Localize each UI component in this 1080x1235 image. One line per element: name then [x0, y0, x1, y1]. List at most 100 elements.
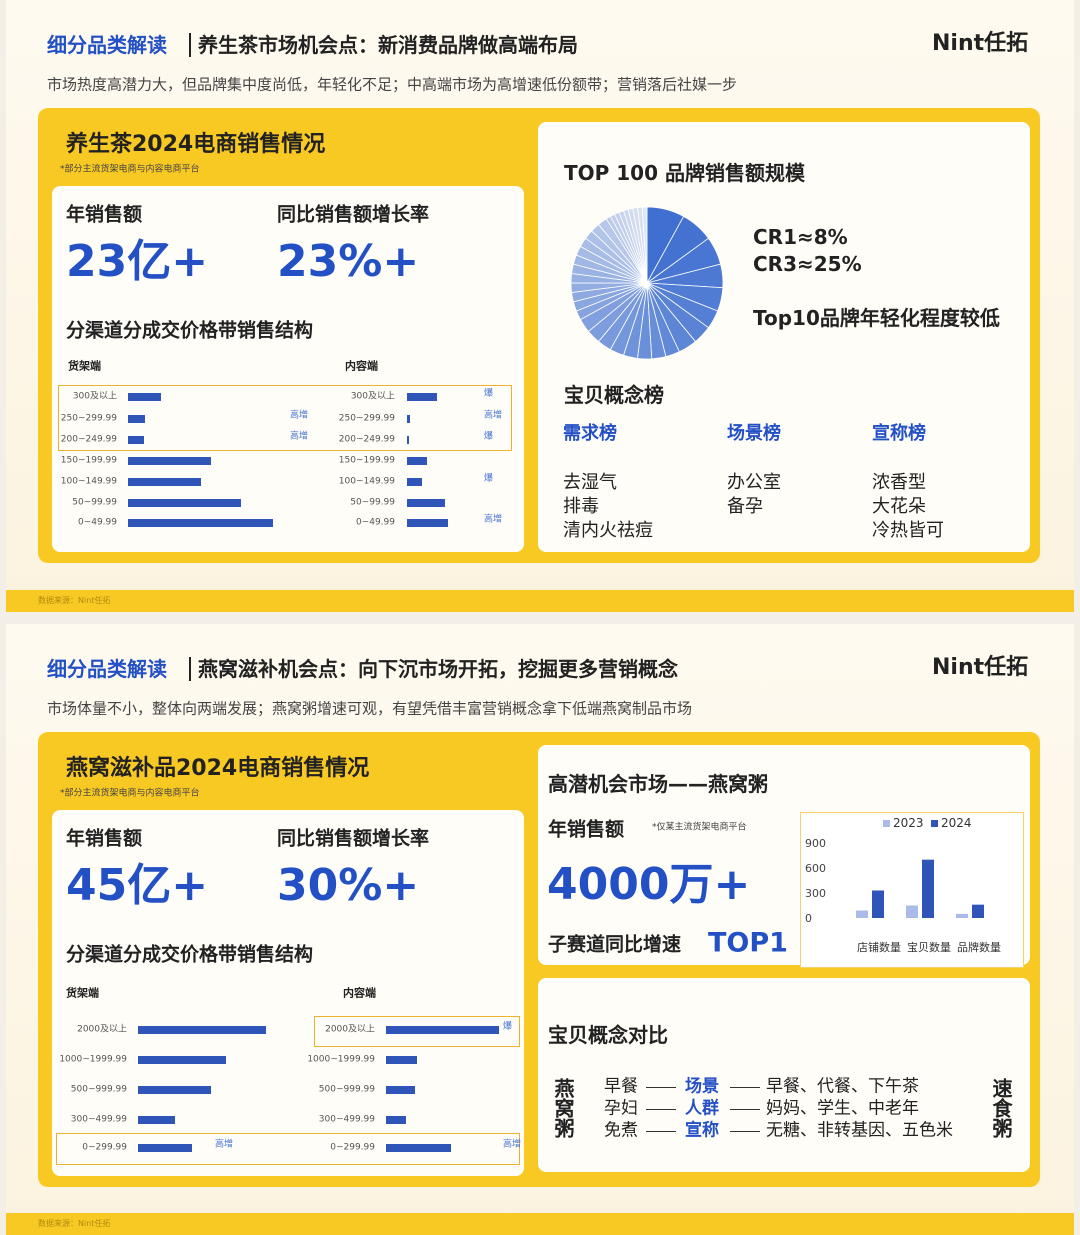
left-card: [52, 186, 524, 552]
bar: [138, 1056, 227, 1064]
metric-value: 30%+: [277, 860, 420, 911]
price-band-label: 250~299.99: [338, 413, 395, 424]
list-item: 去湿气: [563, 472, 617, 493]
price-band-label: 300~499.99: [70, 1114, 127, 1125]
dash: [730, 1087, 760, 1088]
list-item: 办公室: [727, 472, 781, 493]
bar: [128, 457, 211, 465]
price-band-label: 2000及以上: [77, 1024, 127, 1035]
compare-item: 早餐、代餐、下午茶: [766, 1076, 919, 1097]
price-band-label: 50~99.99: [72, 497, 117, 508]
dash: [646, 1109, 676, 1110]
price-band-label: 50~99.99: [350, 497, 395, 508]
y-tick-label: 300: [805, 887, 826, 900]
bar: [956, 913, 968, 918]
bar: [386, 1116, 407, 1124]
compare-item: 免煮: [604, 1120, 638, 1141]
price-band-label: 0~299.99: [330, 1142, 375, 1153]
compare-item: 孕妇: [604, 1098, 638, 1119]
channel-name: 货架端: [66, 986, 99, 1000]
price-band-label: 1000~1999.99: [59, 1054, 127, 1065]
pie-slice: [641, 206, 648, 284]
slide-title: 燕窝滋补机会点：向下沉市场开拓，挖掘更多营销概念: [198, 657, 678, 681]
highlight-box: [58, 385, 512, 451]
bar-annotation: 高增: [484, 410, 503, 421]
panel-heading: 燕窝滋补品2024电商销售情况: [66, 756, 370, 781]
compare-term: 宣称: [685, 1120, 719, 1141]
footer-source: 数据来源：Nint任拓: [38, 1219, 111, 1228]
bar: [407, 499, 445, 507]
price-band-label: 2000及以上: [325, 1024, 375, 1035]
pie-note: CR3≈25%: [753, 252, 862, 276]
pie-note: Top10品牌年轻化程度较低: [753, 306, 1000, 330]
compare-term: 人群: [685, 1098, 719, 1119]
chart-frame: [800, 812, 1024, 968]
compare-right: 速食粥: [989, 1078, 1013, 1138]
dash: [730, 1109, 760, 1110]
price-band-label: 0~49.99: [77, 517, 117, 528]
panel-heading: 养生茶2024电商销售情况: [66, 132, 326, 157]
bar: [128, 415, 146, 423]
bar: [138, 1116, 176, 1124]
pie-note: CR1≈8%: [753, 225, 848, 249]
legend-swatch: [931, 820, 938, 827]
bar: [386, 1144, 452, 1152]
list-header: 场景榜: [727, 423, 781, 444]
bar-annotation: 爆: [484, 473, 494, 484]
dash: [730, 1131, 760, 1132]
right-card: [538, 978, 1030, 1172]
sales-note: *仅某主流货架电商平台: [652, 822, 747, 833]
bar: [138, 1086, 211, 1094]
list-item: 清内火祛痘: [563, 520, 653, 541]
metric-value: 45亿+: [66, 860, 209, 911]
highlight-box: [314, 1016, 520, 1047]
slide-subtitle: 市场热度高潜力大，但品牌集中度尚低，年轻化不足；中高端市场为高增速低份额带；营销…: [47, 75, 738, 94]
list-item: 备孕: [727, 496, 763, 517]
bar-annotation: 爆: [503, 1021, 513, 1032]
bar: [128, 393, 162, 401]
bar: [407, 478, 422, 486]
bar: [972, 904, 984, 918]
price-band-label: 150~199.99: [338, 455, 395, 466]
legend-label: 2024: [941, 816, 972, 830]
metric-label: 年销售额: [66, 203, 143, 226]
sales-label: 年销售额: [548, 818, 625, 841]
channel-name: 内容端: [343, 986, 376, 1000]
bar-annotation: 爆: [484, 431, 494, 442]
price-band-label: 100~149.99: [338, 476, 395, 487]
bar-annotation: 高增: [290, 431, 309, 442]
pie-chart: [570, 206, 724, 360]
highlight-box: [56, 1133, 520, 1165]
list-item: 冷热皆可: [872, 520, 944, 541]
structure-title: 分渠道分成交价格带销售结构: [66, 319, 314, 342]
price-band-label: 500~999.99: [318, 1084, 375, 1095]
compare-item: 早餐: [604, 1076, 638, 1097]
sales-value: 4000万+: [547, 859, 751, 910]
bar: [856, 910, 868, 918]
metric-label: 同比销售额增长率: [277, 203, 430, 226]
price-band-label: 0~299.99: [82, 1142, 127, 1153]
x-tick-label: 店铺数量: [857, 940, 901, 954]
channel-name: 货架端: [68, 359, 101, 373]
price-band-label: 200~249.99: [60, 434, 117, 445]
bar-annotation: 高增: [503, 1139, 522, 1150]
list-header: 需求榜: [563, 423, 617, 444]
slide-title: 养生茶市场机会点：新消费品牌做高端布局: [198, 33, 578, 57]
price-band-label: 1000~1999.99: [307, 1054, 375, 1065]
mini-bar-chart: 0 300 600 900 店铺数量 宝贝数量 品牌数量 2023 2024: [805, 816, 1001, 954]
structure-title: 分渠道分成交价格带销售结构: [66, 943, 314, 966]
bar: [872, 890, 884, 918]
bar: [386, 1056, 417, 1064]
bar-annotation: 高增: [290, 410, 309, 421]
price-band-label: 300及以上: [72, 391, 117, 402]
bar: [128, 436, 144, 444]
bar: [407, 393, 438, 401]
list-item: 大花朵: [872, 496, 926, 517]
footer-strip: [6, 1213, 1074, 1235]
section-label: 细分品类解读: [47, 657, 167, 681]
compare-term: 场景: [685, 1076, 719, 1097]
bar: [128, 478, 201, 486]
legend-label: 2023: [893, 816, 924, 830]
bar: [407, 457, 428, 465]
